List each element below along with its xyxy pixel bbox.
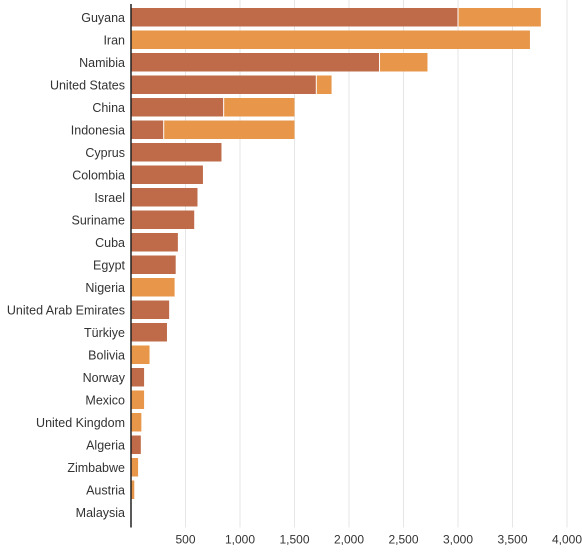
category-label: Cuba — [95, 236, 125, 250]
bar-segment — [131, 143, 222, 162]
category-label: Nigeria — [85, 281, 125, 295]
x-tick-label: 500 — [175, 533, 195, 547]
category-label: United Kingdom — [36, 416, 125, 430]
category-label: Austria — [86, 483, 125, 497]
bars — [131, 8, 541, 499]
category-label: Mexico — [85, 393, 125, 407]
bar-segment — [131, 165, 203, 184]
bar-segment — [131, 120, 164, 139]
bar-segment — [131, 255, 176, 274]
bar-segment — [316, 75, 332, 94]
x-tick-label: 1,500 — [279, 533, 309, 547]
category-label: United Arab Emirates — [7, 303, 125, 317]
bar-segment — [131, 413, 142, 432]
bar-segment — [131, 98, 224, 117]
category-label: Suriname — [72, 213, 126, 227]
x-tick-label: 4,000 — [552, 533, 582, 547]
bar-segment — [131, 480, 135, 499]
bar-segment — [163, 120, 295, 139]
bar-segment — [131, 345, 150, 364]
bar-segment — [131, 390, 145, 409]
x-tick-label: 2,000 — [334, 533, 364, 547]
bar-segment — [223, 98, 295, 117]
x-tick-label: 1,000 — [225, 533, 255, 547]
x-tick-labels: 500 1,000 1,500 2,000 2,500 3,000 3,500 4,000 — [175, 533, 582, 547]
category-label: Algeria — [86, 438, 125, 452]
category-label: Indonesia — [71, 123, 125, 137]
category-label: China — [92, 101, 125, 115]
bar-segment — [131, 75, 317, 94]
category-label: Iran — [103, 33, 125, 47]
bar-segment — [131, 188, 198, 207]
bar-segment — [379, 53, 428, 72]
category-label: Cyprus — [85, 146, 125, 160]
bar-segment — [131, 368, 145, 387]
bar-segment — [131, 210, 195, 229]
category-label: Colombia — [72, 168, 125, 182]
category-label: Egypt — [93, 258, 125, 272]
bar-segment — [131, 458, 139, 477]
bar-segment — [458, 8, 541, 27]
category-labels: Guyana Iran Namibia United States China Indon… — [7, 11, 126, 520]
category-label: Zimbabwe — [67, 461, 125, 475]
category-label: Norway — [83, 371, 126, 385]
bar-segment — [131, 53, 380, 72]
x-tick-label: 3,500 — [497, 533, 527, 547]
bar-segment — [131, 233, 178, 252]
category-label: Guyana — [81, 11, 125, 25]
category-label: Israel — [94, 191, 125, 205]
bar-segment — [131, 30, 530, 49]
bar-segment — [131, 323, 167, 342]
x-tick-label: 3,000 — [443, 533, 473, 547]
x-tick-label: 2,500 — [388, 533, 418, 547]
category-label: United States — [50, 78, 125, 92]
category-label: Namibia — [79, 56, 125, 70]
bar-segment — [131, 278, 175, 297]
bar-segment — [131, 300, 170, 319]
category-label: Türkiye — [84, 326, 125, 340]
category-label: Bolivia — [88, 348, 125, 362]
category-label: Malaysia — [76, 506, 125, 520]
bar-segment — [131, 8, 458, 27]
bar-segment — [131, 435, 141, 454]
